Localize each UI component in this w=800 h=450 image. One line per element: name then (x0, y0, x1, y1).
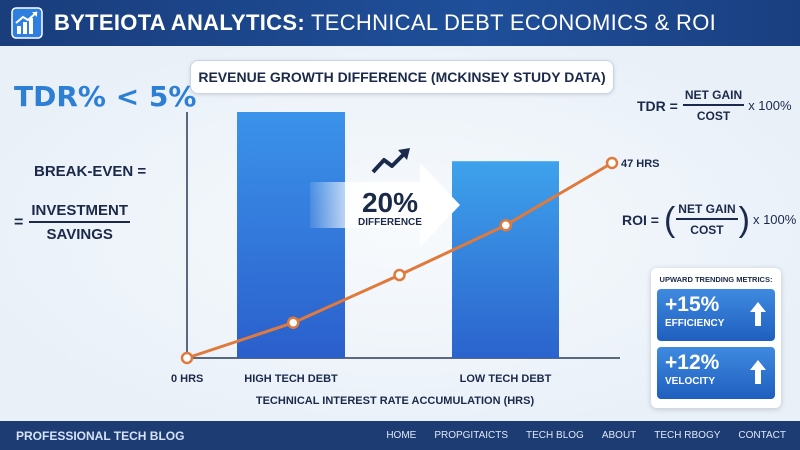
line-start-label: 0 HRS (171, 373, 203, 385)
footer-brand: PROFESSIONAL TECH BLOG (16, 428, 185, 443)
x-tick-label: LOW TECH DEBT (460, 373, 552, 385)
roi-numerator: NET GAIN (676, 202, 738, 220)
tdr-formula: TDR = NET GAIN COST x 100% (637, 88, 792, 123)
trend-up-line (371, 151, 407, 174)
metric-value: +12% (665, 351, 720, 374)
roi-open-paren: ( (663, 200, 676, 239)
difference-value: 20% (362, 187, 418, 218)
breakeven-equals: = (14, 213, 24, 231)
trend-point (499, 218, 512, 232)
roi-denominator: COST (690, 223, 724, 237)
difference-annotation: 20%DIFFERENCE (310, 148, 460, 247)
line-end-label: 47 HRS (621, 158, 660, 170)
chart-bars (237, 112, 559, 358)
metric-card-efficiency: +15% EFFICIENCY (657, 289, 775, 341)
header-bar: BYTEIOTA ANALYTICS: TECHNICAL DEBT ECONO… (0, 0, 800, 46)
footer-link-about[interactable]: ABOUT (601, 430, 637, 441)
breakeven-denominator: SAVINGS (46, 226, 113, 243)
trend-point (180, 351, 194, 365)
metric-card-velocity: +12% VELOCITY (657, 347, 775, 399)
footer-bar: PROFESSIONAL TECH BLOG HOME PROPGITAICTS… (0, 421, 800, 450)
trend-up-icon (371, 148, 410, 174)
tdr-numerator: NET GAIN (682, 88, 745, 106)
metrics-panel: UPWARD TRENDING METRICS: +15% EFFICIENCY… (651, 268, 781, 408)
tdr-target: TDR% < 5% (14, 80, 197, 113)
footer-link-tech-rbogy[interactable]: TECH RBOGY (654, 430, 721, 441)
header-subtitle: TECHNICAL DEBT ECONOMICS & ROI (310, 10, 717, 35)
difference-arrow (310, 163, 460, 247)
brand-name: BYTEIOTA ANALYTICS: (54, 10, 305, 35)
breakeven-formula: = INVESTMENT SAVINGS (14, 202, 154, 243)
trend-point (393, 268, 406, 282)
arrow-up-icon (750, 360, 766, 384)
metric-label: VELOCITY (665, 376, 716, 387)
roi-close-paren: ) (738, 200, 750, 239)
analytics-logo-icon (11, 7, 43, 39)
tdr-formula-rhs: x 100% (748, 98, 792, 113)
footer-link-tech-blog[interactable]: TECH BLOG (526, 430, 584, 441)
metrics-heading: UPWARD TRENDING METRICS: (659, 275, 773, 284)
arrow-up-icon (750, 302, 766, 326)
x-axis-title: TECHNICAL INTEREST RATE ACCUMULATION (HR… (256, 395, 535, 407)
x-tick-label: HIGH TECH DEBT (244, 373, 338, 385)
difference-label: DIFFERENCE (358, 217, 422, 228)
breakeven-label: BREAK-EVEN = (34, 163, 147, 180)
roi-fraction: NET GAIN COST (676, 202, 738, 237)
chart-title: REVENUE GROWTH DIFFERENCE (MCKINSEY STUD… (198, 69, 606, 85)
bar-low-tech-debt (452, 161, 559, 358)
chart-title-box: REVENUE GROWTH DIFFERENCE (MCKINSEY STUD… (190, 60, 614, 94)
tdr-formula-lhs: TDR = (637, 97, 678, 114)
trend-point (287, 316, 300, 329)
footer-link-home[interactable]: HOME (386, 430, 417, 441)
trend-line (180, 156, 619, 365)
footer-nav: HOME PROPGITAICTS TECH BLOG ABOUT TECH R… (386, 430, 800, 441)
header-title: BYTEIOTA ANALYTICS: TECHNICAL DEBT ECONO… (54, 10, 716, 36)
breakeven-numerator: INVESTMENT (29, 202, 131, 223)
footer-link-contact[interactable]: CONTACT (738, 430, 786, 441)
metric-value: +15% (665, 293, 720, 316)
breakeven-fraction: INVESTMENT SAVINGS (29, 202, 131, 243)
chart-labels: 0 HRS 47 HRS HIGH TECH DEBT LOW TECH DEBT TE… (171, 158, 660, 407)
tdr-denominator: COST (696, 109, 731, 123)
footer-link-projects[interactable]: PROPGITAICTS (434, 430, 509, 441)
trend-point (605, 156, 619, 170)
roi-formula-rhs: x 100% (752, 212, 797, 227)
roi-formula: ROI = ( NET GAIN COST ) x 100% (622, 202, 796, 237)
tdr-fraction: NET GAIN COST (682, 88, 745, 123)
trend-up-head (398, 148, 410, 160)
metric-label: EFFICIENCY (665, 318, 725, 329)
roi-formula-lhs: ROI = (622, 211, 659, 228)
